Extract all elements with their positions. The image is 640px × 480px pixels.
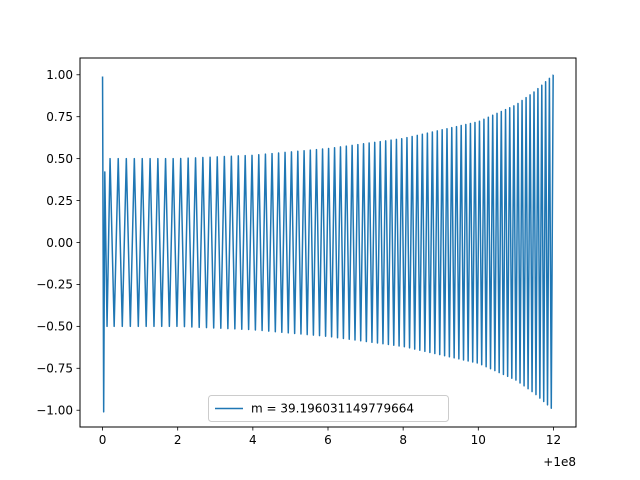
y-tick-label: −0.75 — [36, 362, 73, 376]
y-tick-label: −1.00 — [36, 404, 73, 418]
y-tick-label: 0.50 — [46, 152, 73, 166]
x-axis-ticks: 0 2 4 6 8 10 12 — [99, 427, 561, 447]
series-line — [101, 74, 554, 413]
y-tick-label: −0.50 — [36, 320, 73, 334]
series-group — [101, 74, 554, 413]
x-tick-label: 6 — [324, 433, 332, 447]
y-axis-ticks: 1.00 0.75 0.50 0.25 0.00 −0.25 −0.50 −0.75 −1.00 — [36, 68, 80, 418]
x-tick-label: 4 — [249, 433, 257, 447]
legend: m = 39.196031149779664 — [208, 395, 449, 422]
axes-frame — [79, 57, 577, 428]
y-tick-label: 0.00 — [46, 236, 73, 250]
y-tick-label: 1.00 — [46, 68, 73, 82]
x-tick-label: 0 — [99, 433, 107, 447]
legend-label: m = 39.196031149779664 — [251, 402, 414, 416]
y-tick-label: −0.25 — [36, 278, 73, 292]
x-tick-label: 2 — [174, 433, 182, 447]
y-tick-label: 0.25 — [46, 194, 73, 208]
x-axis-offset-label: +1e8 — [543, 455, 576, 469]
x-tick-label: 12 — [546, 433, 561, 447]
x-tick-label: 10 — [471, 433, 486, 447]
y-tick-label: 0.75 — [46, 110, 73, 124]
x-tick-label: 8 — [399, 433, 407, 447]
legend-box — [208, 395, 449, 422]
